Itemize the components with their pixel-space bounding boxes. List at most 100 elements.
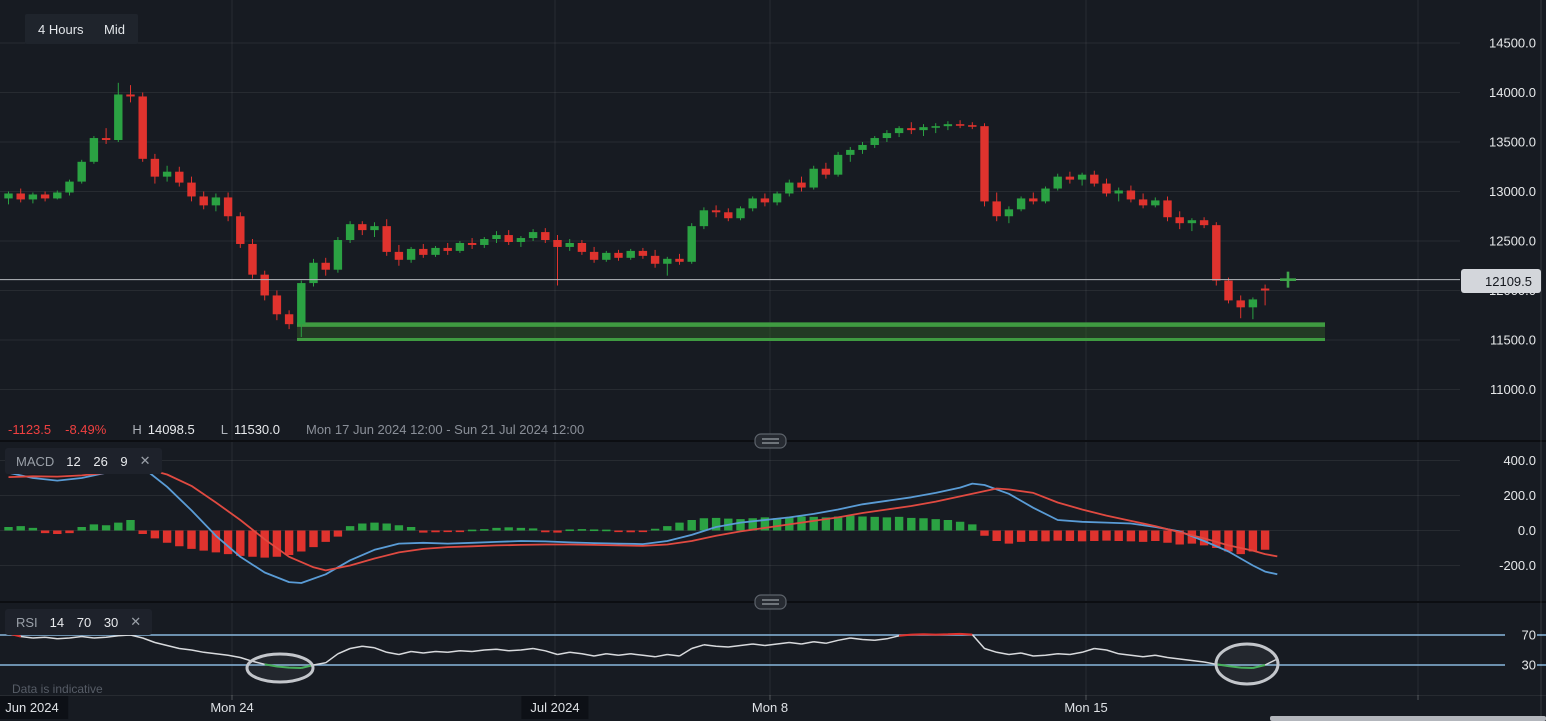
candle-body [382, 226, 391, 252]
candle-body [1175, 217, 1184, 224]
macd-histogram-bar [1090, 530, 1099, 541]
price-axis-tick: 13500.0 [1489, 135, 1536, 150]
candle-body [370, 226, 379, 231]
macd-histogram-bar [480, 529, 489, 531]
macd-indicator-legend[interactable]: MACD 12 26 9 ✕ [5, 448, 162, 474]
macd-histogram-bar [1102, 530, 1111, 541]
macd-histogram-bar [431, 530, 440, 533]
candle-body [77, 161, 86, 182]
candle-body [858, 144, 867, 150]
macd-histogram-bar [968, 524, 977, 531]
macd-histogram-bar [553, 530, 562, 533]
oversold-highlight-ellipse[interactable] [245, 652, 315, 684]
candle-body [223, 197, 233, 217]
macd-signal-line [8, 467, 1278, 572]
macd-histogram-bar [1236, 530, 1245, 555]
rsi-label: RSI [16, 614, 38, 630]
macd-histogram-bar [333, 530, 343, 537]
ohlc-status-bar: -1123.5 -8.49% H 14098.5 L 11530.0 Mon 1… [8, 420, 584, 438]
macd-close-icon[interactable]: ✕ [139, 453, 151, 468]
candle-body [626, 250, 635, 258]
candle-body [1065, 176, 1075, 180]
candle-body [809, 168, 818, 188]
macd-histogram-bar [89, 524, 99, 531]
macd-histogram-bar [126, 520, 135, 531]
candle-body [419, 248, 428, 255]
candle-body [931, 126, 940, 128]
macd-histogram-bar [1041, 530, 1050, 542]
support-zone[interactable] [297, 324, 1325, 340]
macd-histogram-bar [1065, 530, 1075, 541]
period-low: L 11530.0 [221, 422, 280, 437]
candle-body [760, 198, 770, 203]
macd-histogram-bar [504, 527, 513, 531]
macd-histogram-bar [772, 518, 782, 531]
candle-body [260, 274, 269, 296]
macd-histogram-bar [919, 518, 928, 531]
candle-body [1090, 174, 1099, 184]
macd-histogram-bar [4, 527, 13, 531]
candle-body [992, 201, 1001, 217]
macd-histogram-bar [516, 527, 526, 531]
macd-histogram-bar [345, 526, 355, 531]
candle-body [358, 224, 367, 231]
candle-body [602, 252, 611, 260]
candle-body [711, 210, 721, 213]
candle-body [1224, 280, 1233, 301]
macd-histogram-bar [1151, 530, 1160, 541]
macd-histogram-bar [736, 519, 745, 531]
macd-histogram-bar [138, 530, 147, 534]
candle-body [309, 262, 318, 284]
macd-histogram-bar [199, 530, 208, 551]
panel-resize-handle[interactable] [754, 433, 787, 449]
macd-histogram-bar [455, 530, 465, 533]
panel-resize-handle[interactable] [754, 594, 787, 610]
macd-histogram-bar [309, 530, 318, 548]
horizontal-scrollbar[interactable] [1270, 716, 1546, 721]
macd-histogram-bar [565, 529, 574, 532]
macd-histogram-bar [175, 530, 184, 547]
macd-histogram-bar [370, 522, 379, 531]
rsi-indicator-legend[interactable]: RSI 14 70 30 ✕ [5, 609, 153, 635]
candle-body [785, 182, 794, 194]
candle-body [1041, 188, 1050, 202]
macd-histogram-bar [589, 529, 599, 532]
macd-histogram-bar [833, 516, 843, 531]
candle-body [443, 247, 452, 251]
macd-histogram-bar [638, 530, 648, 533]
chart-style-button[interactable]: Mid [91, 14, 138, 44]
candle-body [748, 198, 757, 209]
macd-histogram-bar [272, 530, 282, 557]
candle-body [101, 138, 111, 141]
macd-histogram-bar [1016, 530, 1026, 542]
candle-body [1212, 225, 1221, 281]
macd-histogram-bar [821, 517, 831, 531]
candle-body [724, 212, 733, 219]
candle-body [16, 193, 25, 200]
date-range: Mon 17 Jun 2024 12:00 - Sun 21 Jul 2024 … [306, 421, 585, 437]
macd-params: 12 26 9 [66, 453, 128, 469]
rsi-line [20, 634, 1278, 666]
candle-body [248, 243, 257, 275]
macd-histogram-bar [1224, 530, 1233, 552]
candle-body [467, 242, 477, 245]
candle-body [663, 258, 672, 264]
candle-body [1004, 209, 1014, 217]
rsi-tick-backing [1505, 627, 1537, 643]
candle-body [28, 194, 38, 200]
candle-body [333, 240, 343, 270]
low-value: 11530.0 [233, 421, 280, 437]
candle-body [846, 149, 855, 155]
macd-histogram-bar [1248, 530, 1258, 552]
interval-button[interactable]: 4 Hours [25, 14, 97, 44]
candle-body [955, 124, 965, 126]
x-axis-label: Mon 8 [751, 700, 789, 715]
rsi-close-icon[interactable]: ✕ [130, 614, 142, 629]
oversold-highlight-ellipse[interactable] [1214, 642, 1280, 686]
candle-body [53, 192, 62, 199]
x-axis-label: Jun 2024 [0, 696, 68, 719]
candle-body [1187, 220, 1197, 224]
macd-histogram-bar [492, 527, 501, 531]
macd-label: MACD [16, 453, 55, 469]
